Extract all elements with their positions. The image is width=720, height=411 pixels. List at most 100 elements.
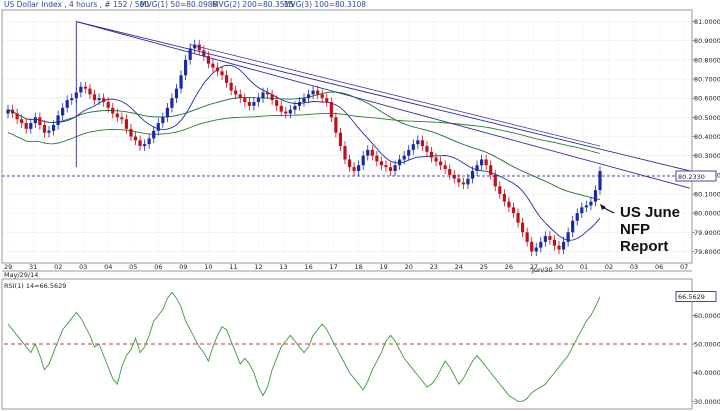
candle-body <box>398 159 402 166</box>
candle-body <box>275 100 279 106</box>
current-price-label: 80.2330 <box>678 173 705 181</box>
mvg2-line <box>7 112 601 154</box>
time-tick-label: 13 <box>279 263 287 271</box>
rsi-current-label: 66.5629 <box>678 293 705 301</box>
candle-body <box>238 94 242 99</box>
time-tick-label: 03 <box>630 263 638 271</box>
candle-body <box>133 136 138 141</box>
candle-body <box>384 165 388 168</box>
candle-body <box>452 174 456 179</box>
candle-body <box>247 102 251 106</box>
candle-body <box>443 165 447 170</box>
time-tick-label: 06 <box>154 263 162 271</box>
candle-body <box>520 222 525 233</box>
price-tick-label: 80.6000 <box>694 95 720 103</box>
time-tick-label: 03 <box>79 263 87 271</box>
time-tick-label: 02 <box>54 263 62 271</box>
annotation-arrowhead <box>600 204 606 210</box>
candle-body <box>325 98 329 103</box>
rsi-panel: RSI(1) 14=66.5629 60.0000 50.0000 40.0000 30… <box>4 282 720 406</box>
price-tick-label: 79.8000 <box>694 248 720 256</box>
candle-body <box>197 44 201 51</box>
candle-body <box>6 109 10 114</box>
candle-body <box>448 169 452 175</box>
candle-body <box>475 165 479 171</box>
candle-body <box>124 119 128 129</box>
candle-body <box>256 98 261 103</box>
rsi-label: RSI(1) 14=66.5629 <box>4 282 66 290</box>
candle-body <box>557 245 561 250</box>
candle-body <box>279 105 283 112</box>
candle-body <box>571 220 575 233</box>
candle-body <box>493 174 497 187</box>
price-tick-label: 80.3000 <box>694 152 720 160</box>
current-price-box <box>675 170 717 182</box>
candle-body <box>143 144 147 147</box>
candle-body <box>416 140 420 145</box>
time-tick-label: 29 <box>4 263 12 271</box>
price-tick-label: 81.0000 <box>694 18 720 26</box>
candle-body <box>552 239 557 246</box>
time-tick-label: 06 <box>655 263 663 271</box>
annotation-line-1: US June <box>620 204 680 221</box>
candle-body <box>297 102 302 106</box>
candle-body <box>206 56 210 64</box>
candle-body <box>470 170 475 179</box>
candle-body <box>47 130 51 133</box>
candle-body <box>357 165 361 171</box>
candle-body <box>511 207 516 214</box>
time-tick-label: 18 <box>355 263 363 271</box>
candle-body <box>516 213 520 223</box>
price-tick-label: 80.5000 <box>694 114 720 122</box>
candle-body <box>361 155 365 166</box>
candle-body <box>439 161 443 166</box>
candle-body <box>20 119 24 124</box>
time-tick-label: 20 <box>405 263 413 271</box>
candle-body <box>370 149 374 156</box>
time-tick-label: 01 <box>580 263 588 271</box>
candle-body <box>457 178 461 183</box>
candle-body <box>165 107 169 118</box>
price-tick-label: 80.9000 <box>694 37 720 45</box>
time-axis: 29 31 02 03 04 05 06 09 10 11 12 13 16 17 18 19 20 23 24 25… <box>4 263 688 279</box>
time-tick-label: 07 <box>680 263 688 271</box>
rsi-line <box>7 291 601 402</box>
candle-body <box>461 182 465 185</box>
candle-body <box>507 201 511 208</box>
candle-body <box>184 59 188 76</box>
candle-body <box>243 98 247 103</box>
candle-body <box>83 86 88 89</box>
candle-body <box>202 50 206 57</box>
candle-body <box>593 190 598 202</box>
candle-body <box>156 123 160 131</box>
candle-body <box>539 241 543 248</box>
candlesticks <box>6 39 602 257</box>
candle-body <box>65 100 69 108</box>
candle-body <box>566 232 570 242</box>
time-tick-label: 30 <box>555 263 563 271</box>
time-tick-label: 16 <box>304 263 312 271</box>
candle-body <box>489 165 493 175</box>
candle-body <box>388 167 393 171</box>
candle-body <box>525 232 529 242</box>
candle-body <box>284 111 288 114</box>
price-axis: 81.0000 80.9000 80.8000 80.7000 80.6000 80.50… <box>692 18 720 256</box>
chart-title: US Dollar Index , 4 hours , # 152 / 500 <box>4 0 149 9</box>
time-sublabel-start: May/29/14 <box>4 271 38 279</box>
candle-body <box>97 98 101 101</box>
nfp-annotation: US June NFP Report <box>600 204 680 255</box>
candle-body <box>425 146 429 152</box>
candle-body <box>15 113 19 120</box>
price-tick-label: 79.9000 <box>694 229 720 237</box>
candle-body <box>366 149 370 156</box>
candle-body <box>111 107 115 114</box>
candle-body <box>61 107 65 116</box>
candle-body <box>138 140 142 147</box>
candle-body <box>316 90 320 95</box>
candle-body <box>320 94 324 99</box>
time-sublabel-month: Jun/30 <box>531 266 553 274</box>
time-tick-label: 26 <box>505 263 513 271</box>
candle-body <box>29 123 33 129</box>
